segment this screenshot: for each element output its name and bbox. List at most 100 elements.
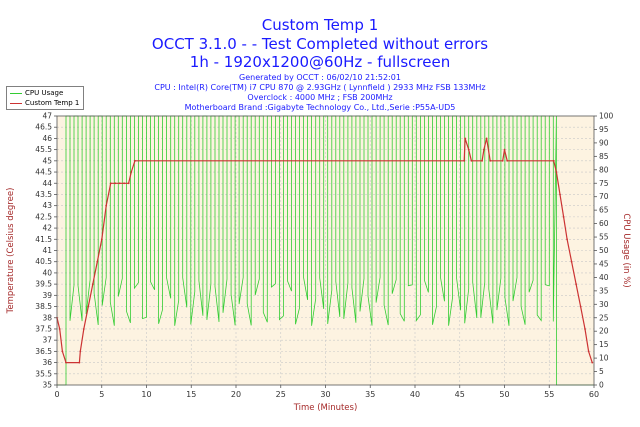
- legend-label-cpu-usage: CPU Usage: [25, 89, 64, 97]
- y-left-tick-label: 37: [42, 336, 52, 345]
- y-right-tick-label: 70: [599, 192, 609, 201]
- x-tick-label: 60: [589, 390, 599, 399]
- y-left-tick-label: 47: [42, 112, 52, 121]
- y-left-tick-label: 38.5: [35, 302, 52, 311]
- y-right-tick-label: 95: [599, 125, 609, 134]
- temp-point: [506, 159, 509, 162]
- temp-point: [562, 216, 565, 218]
- temp-point: [470, 159, 473, 162]
- y-right-tick-label: 90: [599, 138, 609, 147]
- y-right-tick-label: 15: [599, 340, 609, 349]
- temp-point: [96, 260, 99, 263]
- y-left-tick-label: 41.5: [35, 235, 52, 244]
- temp-point: [114, 182, 117, 185]
- x-tick-label: 45: [455, 390, 465, 399]
- y-left-tick-label: 45: [42, 156, 52, 165]
- y-right-tick-label: 85: [599, 152, 609, 161]
- temp-point: [489, 159, 492, 162]
- temp-point: [579, 305, 582, 308]
- y-left-tick-label: 37.5: [35, 324, 52, 333]
- temp-point: [503, 148, 506, 151]
- y-left-tick-label: 39.5: [35, 280, 52, 289]
- temp-point: [87, 305, 90, 308]
- y-left-tick-label: 35.5: [35, 369, 52, 378]
- temp-point: [591, 361, 594, 364]
- x-tick-label: 20: [231, 390, 241, 399]
- temp-point: [570, 260, 573, 263]
- y-right-tick-label: 25: [599, 313, 609, 322]
- x-tick-label: 50: [499, 390, 509, 399]
- y-right-tick-label: 35: [599, 286, 609, 295]
- x-tick-label: 55: [544, 390, 554, 399]
- temp-point: [566, 238, 568, 241]
- temp-point: [82, 328, 85, 330]
- x-tick-label: 0: [54, 390, 59, 399]
- temp-point: [134, 159, 136, 162]
- temp-point: [61, 350, 64, 353]
- temp-point: [483, 148, 485, 151]
- temp-point: [123, 182, 125, 185]
- y-right-tick-label: 65: [599, 206, 609, 215]
- plot-border: [56, 115, 595, 386]
- y-right-tick-label: 50: [599, 246, 609, 255]
- y-left-tick-label: 36: [42, 358, 52, 367]
- chart-subtitle-test: OCCT 3.1.0 - - Test Completed without er…: [151, 35, 489, 53]
- x-tick-label: 35: [365, 390, 375, 399]
- y-left-tick-label: 35: [42, 381, 52, 390]
- series-line-cpu-usage: [57, 115, 594, 386]
- y-right-axis-title: CPU Usage (in %): [621, 213, 631, 287]
- legend-swatch-cpu-usage: [10, 92, 22, 94]
- y-right-tick-label: 20: [599, 327, 609, 336]
- y-left-tick-label: 41: [42, 246, 52, 255]
- info-overclock: Overclock : 4000 MHz ; FSB 200MHz: [247, 93, 393, 102]
- y-left-tick-label: 42.5: [35, 212, 52, 221]
- y-right-tick-label: 0: [599, 381, 604, 390]
- temp-point: [91, 283, 94, 285]
- temp-point: [109, 182, 112, 185]
- temp-point: [575, 283, 577, 285]
- temp-point: [485, 137, 488, 140]
- y-right-tick-label: 75: [599, 179, 609, 188]
- temp-point: [100, 238, 103, 241]
- temp-point: [463, 159, 466, 162]
- temp-point: [584, 328, 586, 330]
- y-right-tick-label: 10: [599, 354, 609, 363]
- temp-point: [467, 148, 470, 151]
- chart-legend: CPU Usage Custom Temp 1: [6, 86, 84, 110]
- x-tick-label: 5: [99, 390, 104, 399]
- y-right-tick-label: 45: [599, 259, 609, 268]
- y-left-tick-label: 42: [42, 224, 52, 233]
- y-left-tick-label: 38: [42, 313, 52, 322]
- temp-point: [78, 361, 81, 364]
- y-left-tick-label: 43: [42, 201, 52, 210]
- y-right-tick-label: 30: [599, 300, 609, 309]
- info-cpu: CPU : Intel(R) Core(TM) i7 CPU 870 @ 2.9…: [154, 83, 486, 92]
- y-left-tick-label: 46: [42, 134, 52, 143]
- legend-swatch-custom-temp: [10, 102, 22, 104]
- temp-point: [555, 171, 558, 173]
- y-right-tick-label: 40: [599, 273, 609, 282]
- temp-point: [118, 182, 121, 185]
- y-left-tick-label: 44: [42, 179, 52, 188]
- legend-item-custom-temp: Custom Temp 1: [10, 98, 79, 108]
- chart-title: Custom Temp 1: [261, 16, 379, 34]
- y-left-tick-label: 40: [42, 268, 52, 277]
- y-left-tick-label: 40.5: [35, 257, 52, 266]
- temp-point: [58, 328, 61, 330]
- legend-item-cpu-usage: CPU Usage: [10, 88, 63, 98]
- y-left-tick-label: 39: [42, 291, 52, 300]
- temp-point: [127, 182, 130, 185]
- temp-point: [559, 193, 561, 196]
- y-right-tick-label: 55: [599, 233, 609, 242]
- temp-point: [552, 159, 555, 162]
- y-right-tick-label: 80: [599, 165, 609, 174]
- x-tick-label: 25: [276, 390, 286, 399]
- x-axis-title: Time (Minutes): [293, 403, 358, 413]
- info-generated: Generated by OCCT : 06/02/10 21:52:01: [239, 73, 401, 82]
- temp-point: [105, 204, 108, 207]
- x-tick-label: 40: [410, 390, 420, 399]
- temp-point: [65, 361, 67, 364]
- temp-point: [481, 159, 483, 162]
- y-left-tick-label: 46.5: [35, 123, 52, 132]
